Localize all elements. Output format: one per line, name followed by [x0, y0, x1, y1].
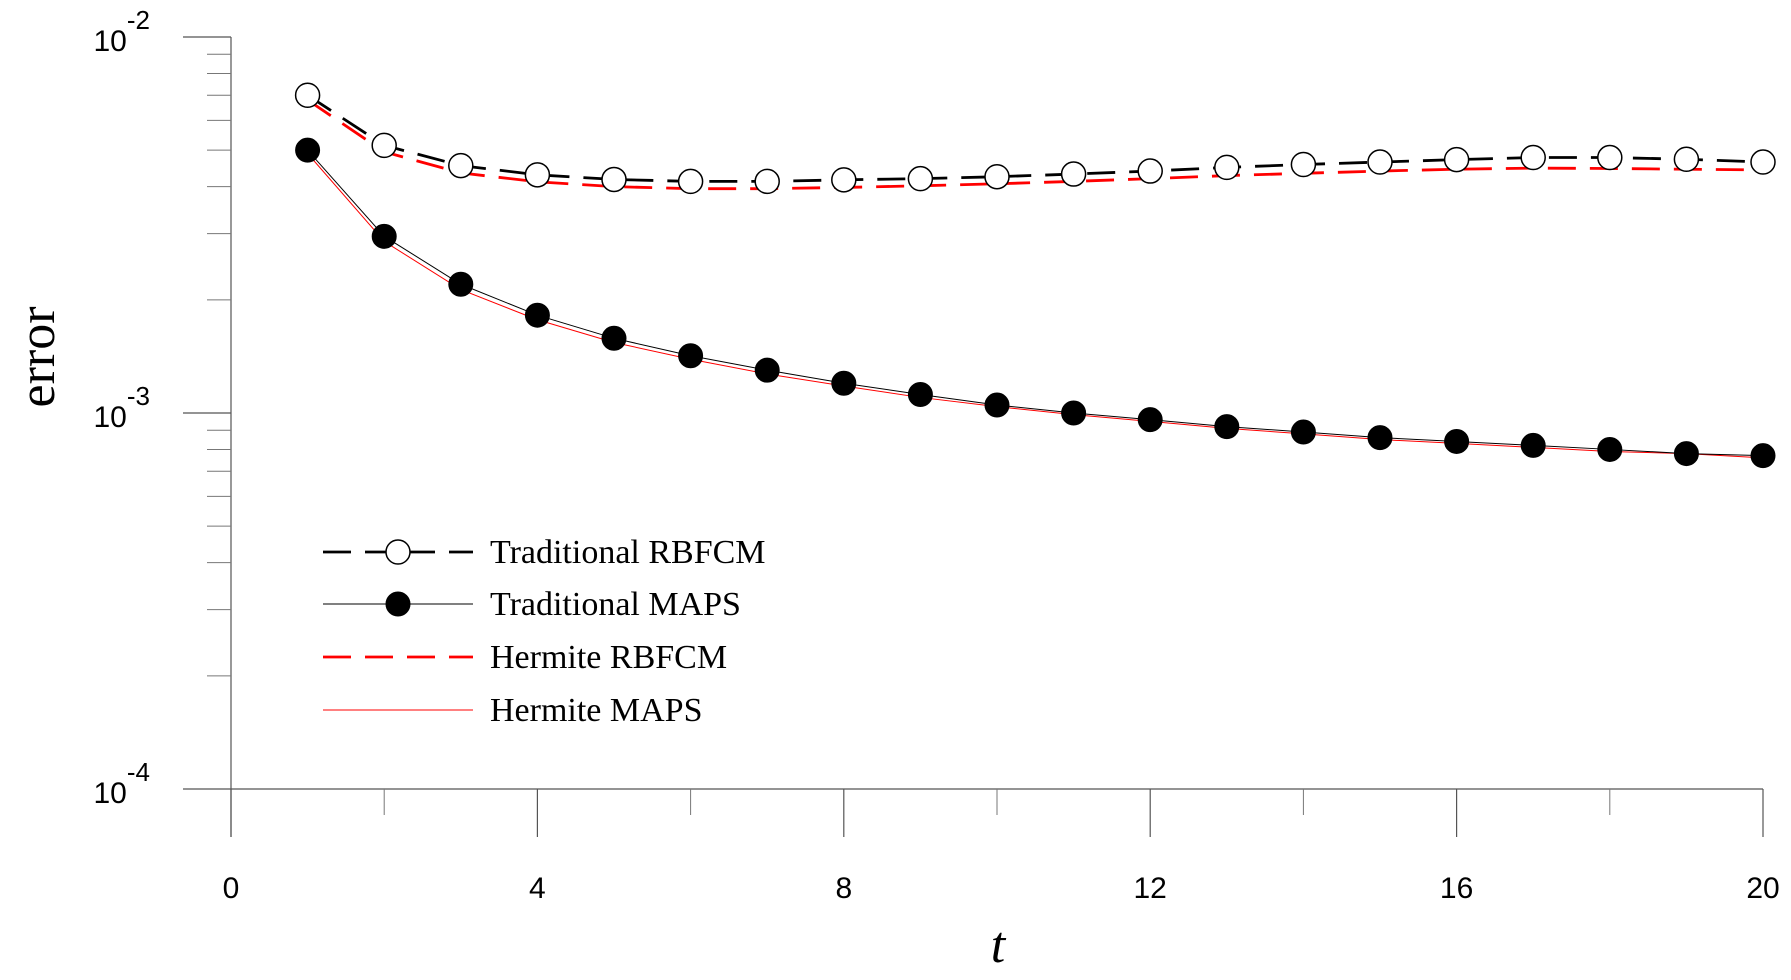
series-line-traditional-rbfcm	[306, 94, 1764, 183]
legend-label: Traditional MAPS	[490, 586, 741, 623]
data-point-traditional-rbfcm	[448, 152, 474, 179]
data-point-traditional-maps	[1061, 400, 1087, 426]
data-point-traditional-maps	[524, 302, 550, 328]
data-point-traditional-rbfcm	[1290, 151, 1317, 178]
data-point-traditional-rbfcm	[1060, 161, 1087, 187]
data-point-traditional-maps	[295, 137, 321, 163]
data-point-traditional-maps	[1290, 419, 1316, 445]
data-point-traditional-rbfcm	[601, 166, 627, 193]
data-point-traditional-maps	[678, 343, 704, 369]
y-tick-exponent: -2	[127, 5, 150, 35]
data-point-traditional-rbfcm	[1367, 149, 1393, 175]
data-point-traditional-maps	[754, 357, 780, 383]
data-point-traditional-rbfcm	[754, 168, 780, 195]
data-point-traditional-rbfcm	[1214, 154, 1240, 181]
legend-item-hermite-maps: Hermite MAPS	[323, 692, 703, 729]
data-point-traditional-rbfcm	[1137, 158, 1163, 184]
series-line-traditional-maps	[307, 149, 1764, 457]
data-point-traditional-rbfcm	[907, 165, 934, 192]
x-tick-label: 16	[1440, 872, 1473, 905]
data-point-traditional-maps	[984, 392, 1010, 418]
data-point-traditional-rbfcm	[294, 82, 321, 108]
x-tick-label: 8	[835, 872, 852, 905]
data-point-traditional-rbfcm	[1443, 146, 1470, 173]
legend: Traditional RBFCM Traditional MAPS Hermite…	[323, 534, 766, 729]
y-tick-label: 10-3	[94, 381, 151, 434]
legend-label: Hermite RBFCM	[490, 639, 727, 676]
data-point-traditional-maps	[831, 370, 857, 396]
series-line-hermite-maps	[307, 153, 1764, 459]
x-axis-label: t	[991, 917, 1007, 974]
legend-label: Traditional RBFCM	[490, 534, 766, 571]
data-point-traditional-maps	[1750, 443, 1776, 469]
y-tick-label: 10-2	[94, 5, 151, 58]
data-point-traditional-rbfcm	[1750, 149, 1776, 175]
y-tick-base: 10	[94, 777, 127, 810]
legend-item-traditional-maps: Traditional MAPS	[323, 586, 741, 623]
y-tick-base: 10	[94, 25, 127, 58]
x-tick-label: 12	[1134, 872, 1167, 905]
series-line-hermite-rbfcm	[306, 98, 1764, 191]
data-point-traditional-rbfcm	[831, 167, 857, 193]
data-point-traditional-rbfcm	[1673, 146, 1700, 173]
data-point-traditional-rbfcm	[677, 168, 704, 195]
data-point-traditional-rbfcm	[524, 162, 551, 188]
data-point-traditional-maps	[1137, 407, 1163, 433]
legend-item-hermite-rbfcm: Hermite RBFCM	[323, 639, 727, 676]
data-point-traditional-maps	[1597, 436, 1623, 462]
plot-area	[294, 82, 1776, 469]
data-point-traditional-maps	[448, 271, 474, 297]
x-tick-label: 0	[223, 872, 240, 905]
data-point-traditional-maps	[1367, 425, 1393, 451]
data-point-traditional-rbfcm	[1597, 144, 1623, 171]
data-point-traditional-maps	[371, 223, 397, 249]
y-tick-base: 10	[94, 401, 127, 434]
data-point-traditional-rbfcm	[1520, 144, 1546, 171]
y-tick-label: 10-4	[94, 757, 151, 810]
data-point-traditional-maps	[1214, 414, 1240, 440]
y-axis-label: error	[9, 306, 66, 407]
data-point-traditional-maps	[907, 381, 933, 407]
y-tick-exponent: -3	[127, 381, 150, 411]
data-point-traditional-maps	[1673, 441, 1699, 467]
legend-item-traditional-rbfcm: Traditional RBFCM	[323, 534, 766, 571]
x-tick-label: 4	[529, 872, 546, 905]
legend-marker-open-circle	[385, 539, 411, 565]
y-tick-exponent: -4	[127, 757, 150, 787]
legend-marker-filled-circle	[385, 591, 411, 617]
data-point-traditional-maps	[1520, 432, 1546, 458]
axes: 10-210-310-40 4 8 12 16 20	[94, 5, 1780, 905]
data-point-traditional-maps	[601, 325, 627, 351]
legend-label: Hermite MAPS	[490, 692, 703, 729]
data-point-traditional-rbfcm	[984, 163, 1010, 190]
x-tick-label: 20	[1746, 872, 1779, 905]
data-point-traditional-rbfcm	[371, 132, 397, 159]
data-point-traditional-maps	[1444, 428, 1470, 454]
